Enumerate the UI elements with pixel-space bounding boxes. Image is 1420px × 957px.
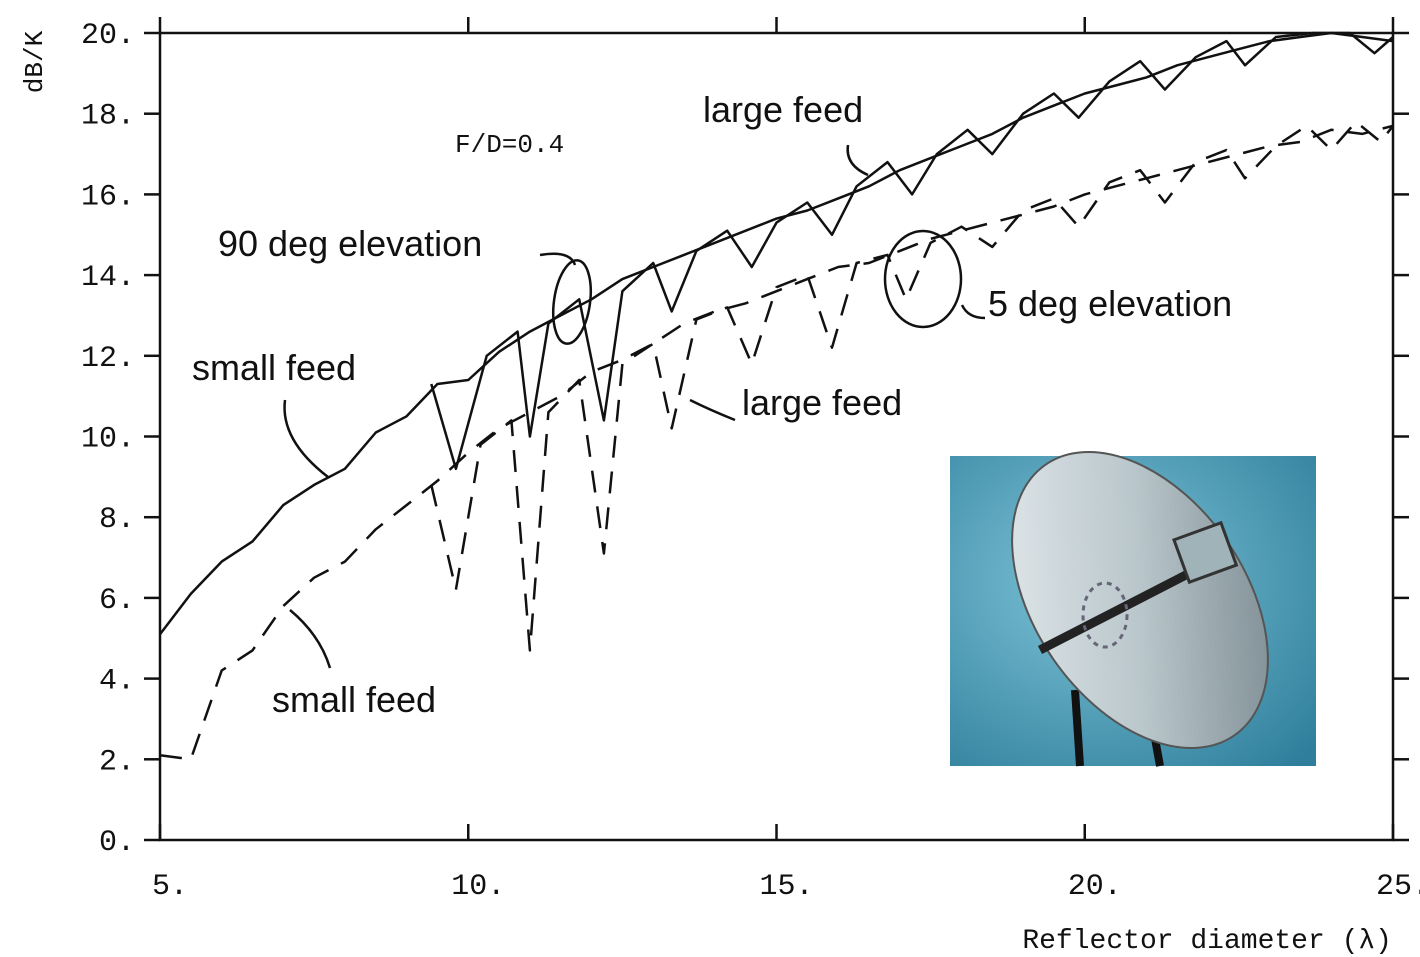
y-tick-label: 10. [81,423,135,457]
x-axis-label: Reflector diameter (λ) [1022,926,1392,957]
x-tick-label: 10. [451,870,505,904]
series-line [430,31,1394,471]
y-tick-label: 16. [81,180,135,214]
y-tick-label: 18. [81,100,135,134]
annotation: F/D=0.4 [455,130,564,160]
x-tick-label: 5. [152,870,188,904]
y-tick-label: 20. [81,19,135,53]
annotation-leaders [283,144,986,669]
x-tick-label: 15. [759,870,813,904]
series-label: small feed [272,679,436,720]
y-tick-label: 6. [99,584,135,618]
y-tick-label: 12. [81,342,135,376]
series-label: large feed [703,89,863,130]
series-line [159,124,1394,761]
inset-photo [950,451,1316,767]
x-tick-label: 25. [1376,870,1420,904]
series-line [430,120,1394,652]
y-tick-label: 0. [99,826,135,860]
annotation: 5 deg elevation [988,283,1232,324]
series-label: large feed [742,382,902,423]
y-tick-label: 14. [81,261,135,295]
y-tick-label: 8. [99,503,135,537]
x-tick-label: 20. [1068,870,1122,904]
y-tick-label: 2. [99,745,135,779]
annotation: 90 deg elevation [218,223,482,264]
y-axis-label: dB/K [20,30,50,93]
series-line [159,31,1394,635]
y-tick-label: 4. [99,665,135,699]
series-label: small feed [192,347,356,388]
